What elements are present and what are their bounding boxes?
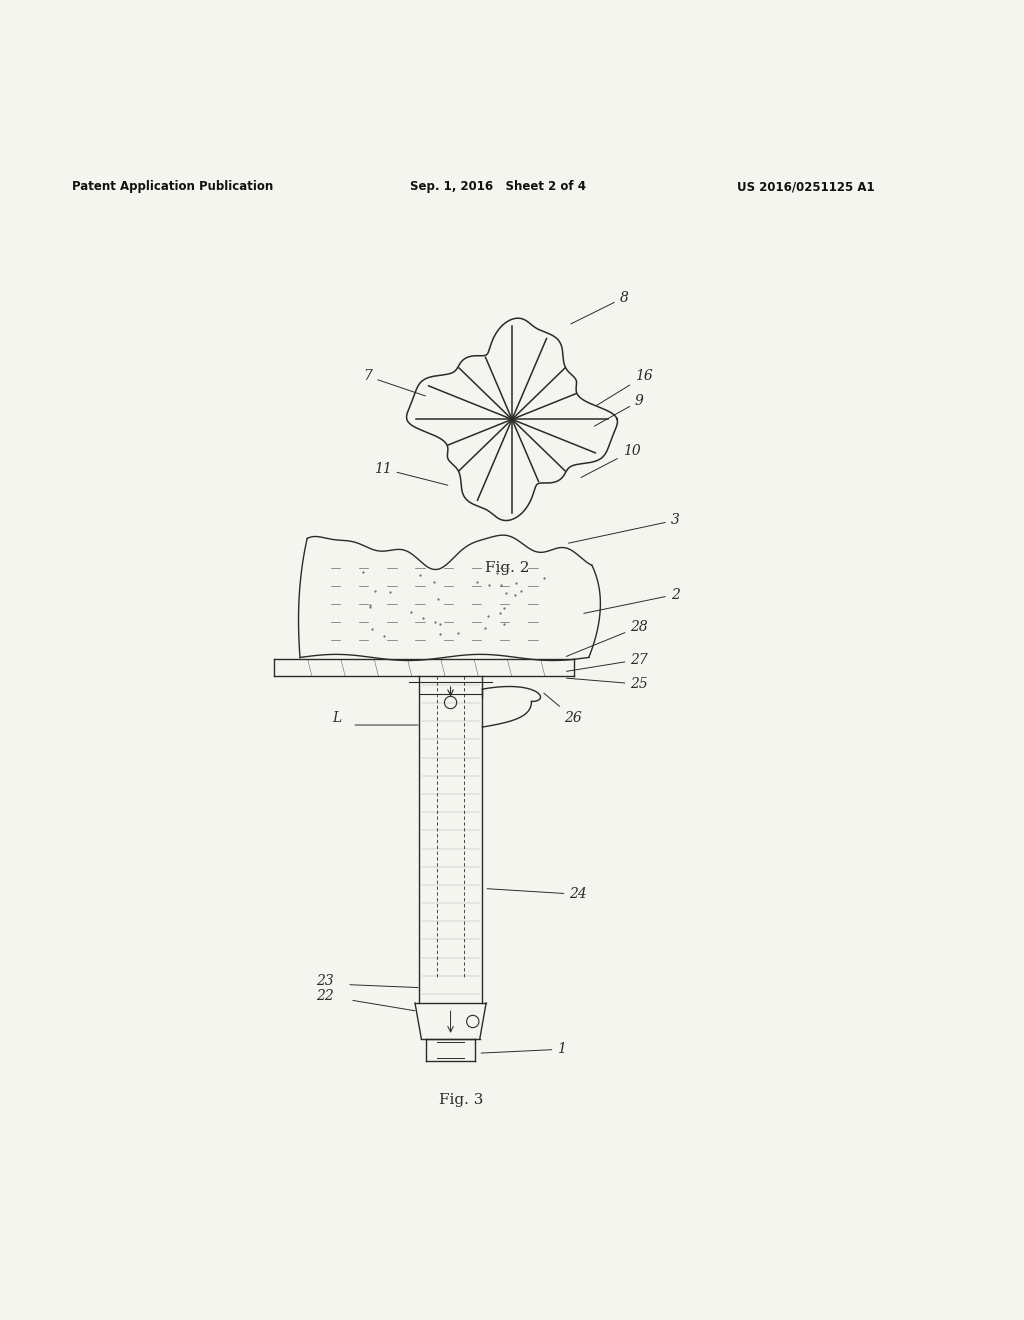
- Text: 22: 22: [316, 989, 334, 1003]
- Text: 28: 28: [566, 620, 648, 656]
- Text: 7: 7: [364, 370, 425, 396]
- Text: 16: 16: [596, 370, 652, 405]
- Text: Fig. 2: Fig. 2: [484, 561, 529, 574]
- Text: 8: 8: [570, 290, 629, 323]
- Text: 23: 23: [316, 974, 334, 987]
- Text: L: L: [332, 711, 341, 725]
- Text: 9: 9: [594, 395, 644, 426]
- Text: 10: 10: [581, 445, 640, 478]
- Text: 27: 27: [566, 652, 648, 672]
- Text: 1: 1: [481, 1043, 566, 1056]
- Text: 26: 26: [544, 693, 582, 725]
- Text: Fig. 3: Fig. 3: [438, 1093, 483, 1107]
- Text: 24: 24: [487, 887, 587, 902]
- Text: 2: 2: [584, 587, 680, 614]
- Text: Patent Application Publication: Patent Application Publication: [72, 181, 273, 194]
- Text: US 2016/0251125 A1: US 2016/0251125 A1: [737, 181, 874, 194]
- Text: 3: 3: [568, 513, 680, 544]
- Text: Sep. 1, 2016   Sheet 2 of 4: Sep. 1, 2016 Sheet 2 of 4: [410, 181, 586, 194]
- Text: 25: 25: [566, 677, 648, 692]
- Text: 11: 11: [374, 462, 447, 486]
